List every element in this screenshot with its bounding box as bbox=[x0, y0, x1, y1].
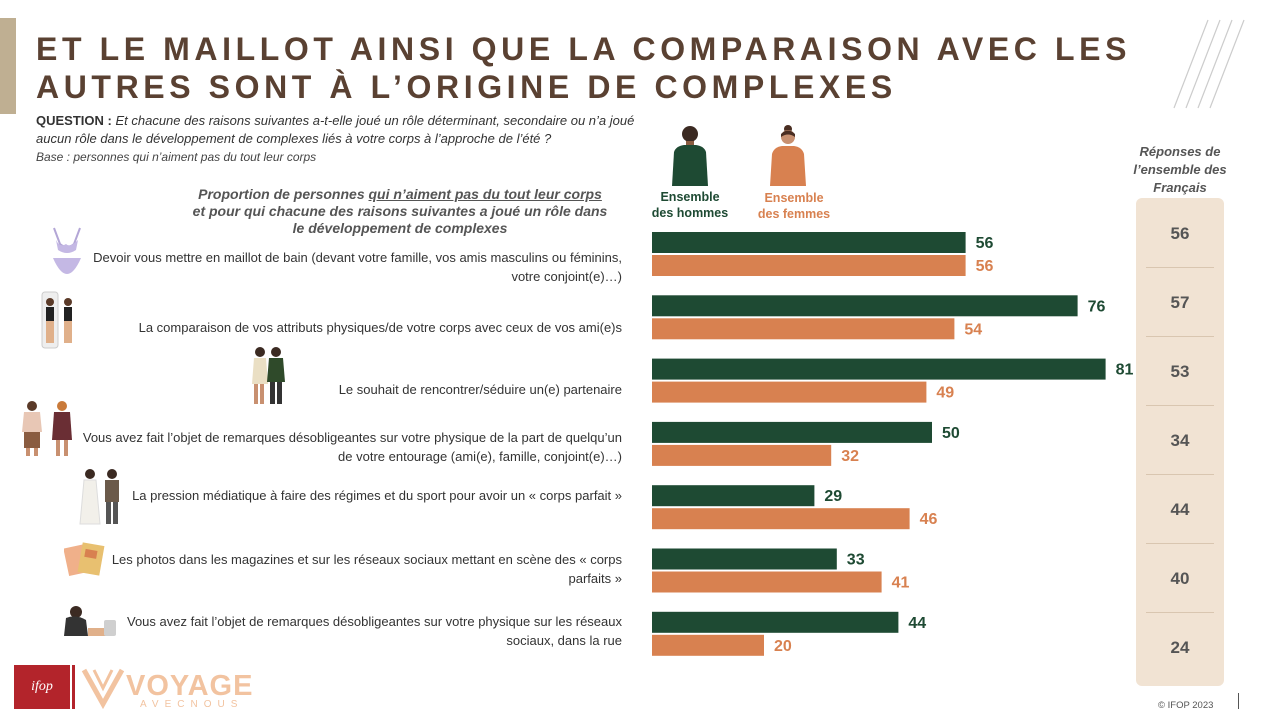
question: QUESTION : Et chacune des raisons suivan… bbox=[36, 112, 656, 148]
bar-women-4 bbox=[652, 444, 832, 466]
bar-chart: 56 56 76 54 81 49 50 32 29 46 33 41 44 20 bbox=[652, 232, 1134, 656]
title-accent-bar bbox=[0, 18, 16, 114]
ifop-logo: ifop bbox=[14, 665, 70, 709]
bar-men-3 bbox=[652, 358, 1106, 380]
chart-subtitle-underlined: qui n’aiment pas du tout leur corps bbox=[368, 186, 602, 202]
french-total-value-7: 24 bbox=[1170, 638, 1190, 657]
media-pressure-icon bbox=[79, 469, 119, 525]
value-label-men-1: 56 bbox=[976, 235, 994, 252]
french-total-separator bbox=[1146, 267, 1214, 268]
bar-women-6 bbox=[652, 571, 882, 593]
bar-men-1 bbox=[652, 232, 966, 253]
french-total-separator bbox=[1146, 405, 1214, 406]
chart-subtitle: Proportion de personnes qui n’aiment pas… bbox=[190, 186, 610, 237]
bar-women-2 bbox=[652, 318, 955, 340]
row-label-1: Devoir vous mettre en maillot de bain (d… bbox=[93, 250, 622, 284]
french-total-value-2: 57 bbox=[1170, 293, 1190, 312]
title-line-1: ET LE MAILLOT AINSI QUE LA COMPARAISON A… bbox=[36, 31, 1132, 67]
question-label: QUESTION : bbox=[36, 113, 112, 128]
bar-men-4 bbox=[652, 421, 932, 443]
couple-icon bbox=[252, 347, 285, 404]
value-label-men-7: 44 bbox=[908, 615, 926, 632]
french-total-value-1: 56 bbox=[1170, 224, 1190, 243]
title-line-2: AUTRES SONT À L’ORIGINE DE COMPLEXES bbox=[36, 69, 897, 105]
bar-men-2 bbox=[652, 295, 1078, 317]
swimsuit-icon bbox=[53, 227, 81, 274]
voyage-brand-sub: AVECNOUS bbox=[140, 699, 244, 710]
legend-men-line2: des hommes bbox=[651, 206, 729, 220]
value-label-men-2: 76 bbox=[1088, 298, 1106, 315]
french-total-value-3: 53 bbox=[1170, 362, 1190, 381]
legend-men: Ensemble des hommes bbox=[640, 189, 740, 221]
bar-men-6 bbox=[652, 548, 837, 570]
french-total-separator bbox=[1146, 543, 1214, 544]
bar-women-1 bbox=[652, 255, 966, 276]
row-label-5: La pression médiatique à faire des régim… bbox=[132, 488, 622, 503]
value-label-men-4: 50 bbox=[942, 425, 960, 442]
row-label-4: Vous avez fait l’objet de remarques déso… bbox=[82, 430, 622, 464]
french-total-header: Réponses de l’ensemble des Français bbox=[1133, 144, 1227, 195]
value-label-women-6: 41 bbox=[892, 575, 910, 592]
legend-men-line1: Ensemble bbox=[660, 190, 720, 204]
value-label-women-7: 20 bbox=[774, 638, 792, 655]
row-label-6: Les photos dans les magazines et sur les… bbox=[111, 552, 622, 586]
bar-men-5 bbox=[652, 485, 815, 507]
legend-women-line2: des femmes bbox=[757, 207, 831, 221]
value-label-women-3: 49 bbox=[936, 385, 954, 402]
base-note: Base : personnes qui n’aiment pas du tou… bbox=[36, 150, 317, 164]
bar-men-7 bbox=[652, 611, 899, 633]
legend-women-line1: Ensemble bbox=[764, 191, 824, 205]
bar-women-7 bbox=[652, 634, 764, 656]
row-label-3: Le souhait de rencontrer/séduire un(e) p… bbox=[338, 382, 622, 397]
french-total-value-4: 34 bbox=[1170, 431, 1190, 450]
value-label-women-5: 46 bbox=[920, 511, 938, 528]
french-total-separator bbox=[1146, 336, 1214, 337]
man-figure-icon bbox=[672, 126, 708, 186]
sad-person-icon bbox=[64, 606, 116, 636]
magazines-icon bbox=[64, 542, 105, 576]
mirror-comparison-icon bbox=[41, 291, 72, 349]
legend-women: Ensemble des femmes bbox=[744, 190, 844, 222]
chart-subtitle-part1: Proportion de personnes bbox=[198, 186, 369, 202]
bar-women-3 bbox=[652, 381, 927, 403]
woman-figure-icon bbox=[770, 125, 806, 186]
row-label-7: Vous avez fait l’objet de remarques déso… bbox=[126, 614, 622, 648]
logo-separator bbox=[72, 665, 75, 709]
copyright-bar bbox=[1238, 693, 1239, 709]
value-label-women-1: 56 bbox=[976, 258, 994, 275]
french-total-value-6: 40 bbox=[1170, 569, 1190, 588]
page-title: ET LE MAILLOT AINSI QUE LA COMPARAISON A… bbox=[36, 30, 1156, 106]
chart-subtitle-part2: et pour qui chacune des raisons suivante… bbox=[192, 203, 608, 236]
bar-women-5 bbox=[652, 508, 910, 530]
value-label-women-2: 54 bbox=[964, 321, 982, 338]
value-label-men-6: 33 bbox=[847, 552, 865, 569]
value-label-men-5: 29 bbox=[824, 488, 842, 505]
french-total-panel bbox=[1136, 198, 1224, 686]
voyage-logo-mark-icon bbox=[81, 668, 125, 710]
decorative-lines-icon bbox=[1173, 19, 1245, 109]
voyage-brand-name: VOYAGE bbox=[126, 670, 254, 702]
gossip-icon bbox=[22, 401, 72, 456]
french-total-separator bbox=[1146, 612, 1214, 613]
french-total-value-5: 44 bbox=[1170, 500, 1190, 519]
row-label-2: La comparaison de vos attributs physique… bbox=[138, 320, 622, 335]
copyright: © IFOP 2023 bbox=[1158, 700, 1214, 711]
value-label-women-4: 32 bbox=[841, 448, 859, 465]
value-label-men-3: 81 bbox=[1116, 362, 1134, 379]
question-text: Et chacune des raisons suivantes a-t-ell… bbox=[36, 113, 635, 146]
french-total-separator bbox=[1146, 474, 1214, 475]
